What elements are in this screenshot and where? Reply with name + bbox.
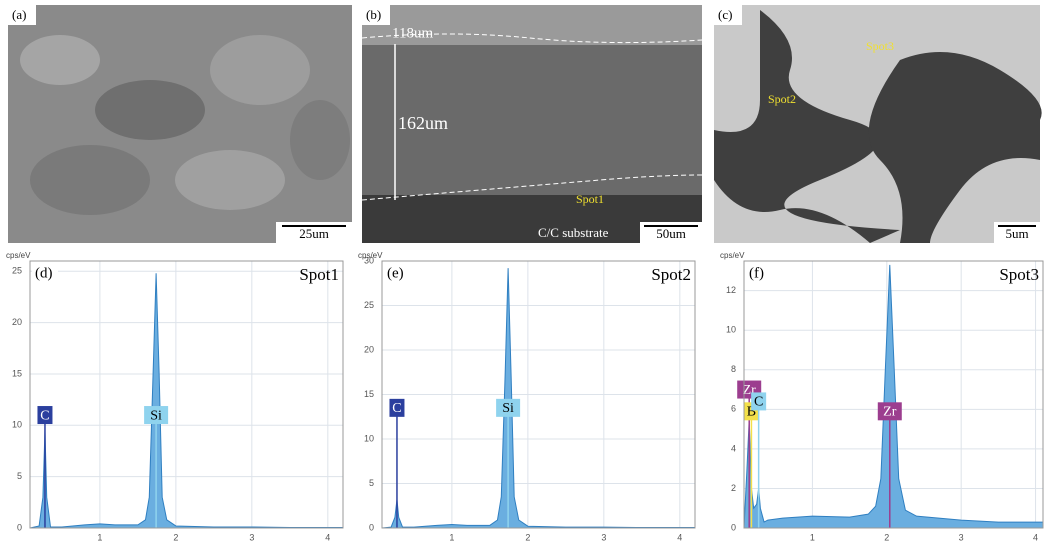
spot-label: Spot1: [576, 192, 604, 206]
y-tick-label: 10: [12, 420, 22, 430]
sem-image-c: (c) Spot2 Spot3 5um: [714, 5, 1042, 243]
chart-title: Spot2: [651, 265, 691, 284]
y-tick-label: 15: [12, 368, 22, 378]
y-tick-label: 25: [364, 300, 374, 310]
y-tick-label: 5: [17, 471, 22, 481]
y-axis-label: cps/eV: [6, 251, 31, 260]
spectrum-area: [743, 264, 1044, 529]
panel-label-bg: [384, 264, 410, 282]
element-label: Si: [502, 401, 514, 416]
spot-label: Spot3: [866, 39, 894, 53]
element-label: B: [747, 405, 756, 420]
y-tick-label: 20: [364, 344, 374, 354]
panel-label: (f): [749, 265, 764, 281]
x-tick-label: 2: [884, 532, 889, 542]
panel-label: (b): [366, 7, 381, 22]
y-tick-label: 2: [731, 483, 736, 493]
x-tick-label: 3: [959, 532, 964, 542]
thickness-label: 162um: [398, 113, 448, 133]
panel-label: (c): [718, 7, 732, 22]
element-label-box: [496, 398, 521, 417]
y-tick-label: 5: [369, 478, 374, 488]
panel-label: (d): [35, 265, 53, 281]
sem-image-a: (a) 25um: [8, 5, 352, 243]
x-tick-label: 4: [677, 532, 682, 542]
element-label-box: [389, 398, 405, 417]
element-label: Zr: [883, 405, 897, 420]
x-tick-label: 1: [810, 532, 815, 542]
y-tick-label: 0: [17, 522, 22, 532]
plot-area: [29, 260, 344, 529]
y-tick-label: 4: [731, 443, 736, 453]
y-tick-label: 30: [364, 255, 374, 265]
y-tick-label: 0: [369, 522, 374, 532]
x-tick-label: 1: [97, 532, 102, 542]
y-tick-label: 12: [726, 285, 736, 295]
y-tick-label: 25: [12, 266, 22, 276]
sem-image-b: (b) 118um 162um Spot1 C/C substrate 50um: [361, 5, 703, 243]
y-tick-label: 8: [731, 364, 736, 374]
spectrum-area: [381, 268, 696, 529]
y-tick-label: 15: [364, 389, 374, 399]
element-label: C: [754, 395, 763, 410]
element-label-box: [144, 406, 169, 425]
panel-label: (e): [387, 265, 404, 281]
x-tick-label: 2: [525, 532, 530, 542]
spot-label: Spot2: [768, 92, 796, 106]
y-axis-label: cps/eV: [358, 251, 383, 260]
element-label-box: [877, 402, 902, 421]
spectrum-chart: 0 5 10 15 20 25 1 2 3 4 C Si cps/eV (d) Spot1: [6, 251, 344, 542]
y-tick-label: 10: [364, 433, 374, 443]
y-tick-label: 10: [726, 325, 736, 335]
x-tick-label: 2: [173, 532, 178, 542]
x-tick-label: 4: [1033, 532, 1038, 542]
y-tick-label: 20: [12, 317, 22, 327]
element-label-box: [37, 406, 53, 425]
scale-bar-label: 50um: [656, 226, 686, 241]
panel-label: (a): [12, 7, 26, 22]
scale-bar-label: 5um: [1005, 226, 1028, 241]
thickness-label: 118um: [392, 25, 433, 41]
x-tick-label: 3: [249, 532, 254, 542]
panel-label-bg: [746, 264, 772, 282]
element-label-box: [751, 392, 767, 411]
chart-title: Spot1: [299, 265, 339, 284]
scale-bar-label: 25um: [299, 226, 329, 241]
axis-frame: [743, 260, 1044, 529]
y-tick-label: 0: [731, 522, 736, 532]
axis-frame: [29, 260, 344, 529]
panel-label-bg: [32, 264, 58, 282]
spectrum-area: [29, 273, 344, 529]
spectrum-chart: 0 5 10 15 20 25 30 1 2 3 4 C Si cps/eV (e) Spot2: [358, 251, 696, 542]
y-tick-label: 6: [731, 404, 736, 414]
element-label: C: [40, 408, 49, 423]
x-tick-label: 3: [601, 532, 606, 542]
element-label: C: [392, 401, 401, 416]
x-tick-label: 1: [449, 532, 454, 542]
region-label: C/C substrate: [538, 225, 609, 240]
y-axis-label: cps/eV: [720, 251, 745, 260]
x-tick-label: 4: [325, 532, 330, 542]
chart-title: Spot3: [999, 265, 1039, 284]
axis-frame: [381, 260, 696, 529]
element-label: Si: [150, 408, 162, 423]
